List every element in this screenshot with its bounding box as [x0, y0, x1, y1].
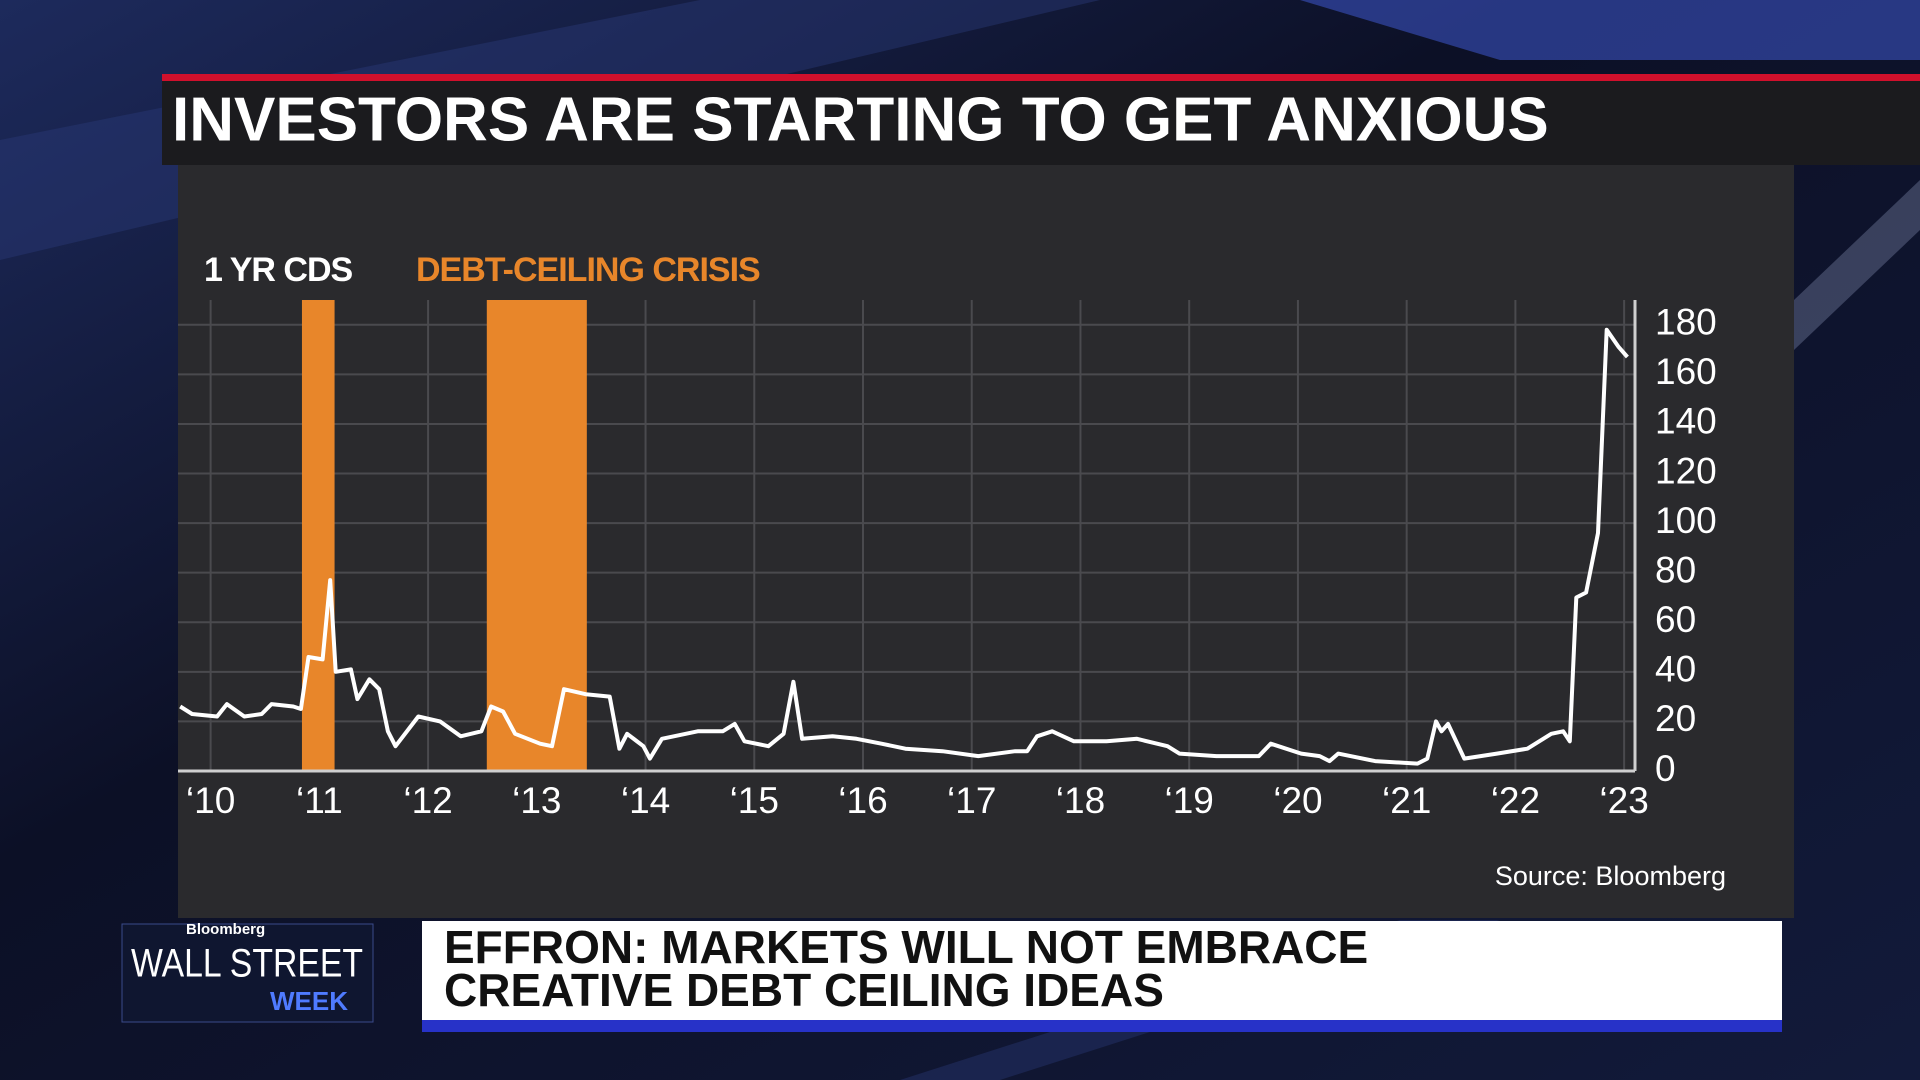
x-tick-label: ‘16	[838, 780, 887, 821]
y-tick-label: 20	[1655, 698, 1696, 739]
x-tick-label: ‘14	[621, 780, 670, 821]
crisis-region	[301, 300, 335, 771]
x-tick-label: ‘13	[512, 780, 561, 821]
logo-brand: Bloomberg	[186, 921, 265, 938]
x-tick-label: ‘23	[1599, 780, 1648, 821]
source-note: Source: Bloomberg	[1495, 861, 1726, 891]
x-tick-label: ‘20	[1273, 780, 1322, 821]
y-tick-label: 140	[1655, 401, 1717, 442]
headline-band	[162, 77, 1920, 165]
cds-line	[179, 327, 1629, 766]
plot: 0 20 40 60 80 100 120 140 160 180 ‘10 ‘11 ‘12 ‘13 ‘14 ‘…	[178, 300, 1717, 821]
lower-third	[422, 921, 1782, 1020]
y-tick-label: 160	[1655, 351, 1717, 392]
y-tick-label: 40	[1655, 649, 1696, 690]
y-tick-label: 100	[1655, 500, 1717, 541]
x-tick-label: ‘22	[1491, 780, 1540, 821]
y-tick-label: 60	[1655, 599, 1696, 640]
crisis-region	[486, 300, 587, 771]
x-tick-label: ‘17	[947, 780, 996, 821]
logo-sub: WEEK	[270, 986, 348, 1016]
logo-show: WALL STREET	[131, 942, 363, 986]
background-streak	[1794, 180, 1920, 350]
logo-box	[121, 923, 374, 1023]
legend-series: 1 YR CDS	[204, 251, 353, 289]
background-streak	[1300, 0, 1920, 60]
lower-third-line: EFFRON: MARKETS WILL NOT EMBRACE	[444, 921, 1368, 973]
x-tick-label: ‘12	[403, 780, 452, 821]
lower-third-rule	[422, 1020, 1782, 1032]
x-tick-label: ‘21	[1382, 780, 1431, 821]
legend-region: DEBT-CEILING CRISIS	[416, 251, 760, 289]
y-tick-label: 80	[1655, 549, 1696, 590]
x-tick-label: ‘10	[186, 780, 235, 821]
x-tick-label: ‘18	[1056, 780, 1105, 821]
x-tick-label: ‘19	[1165, 780, 1214, 821]
x-tick-label: ‘11	[296, 780, 343, 821]
headline: INVESTORS ARE STARTING TO GET ANXIOUS	[172, 85, 1549, 154]
y-tick-label: 120	[1655, 450, 1717, 491]
x-tick-label: ‘15	[730, 780, 779, 821]
y-tick-label: 180	[1655, 302, 1717, 343]
lower-third-line: CREATIVE DEBT CEILING IDEAS	[444, 964, 1164, 1016]
headline-rule	[162, 74, 1920, 81]
chart-panel	[178, 165, 1794, 918]
y-tick-label: 0	[1655, 748, 1676, 789]
